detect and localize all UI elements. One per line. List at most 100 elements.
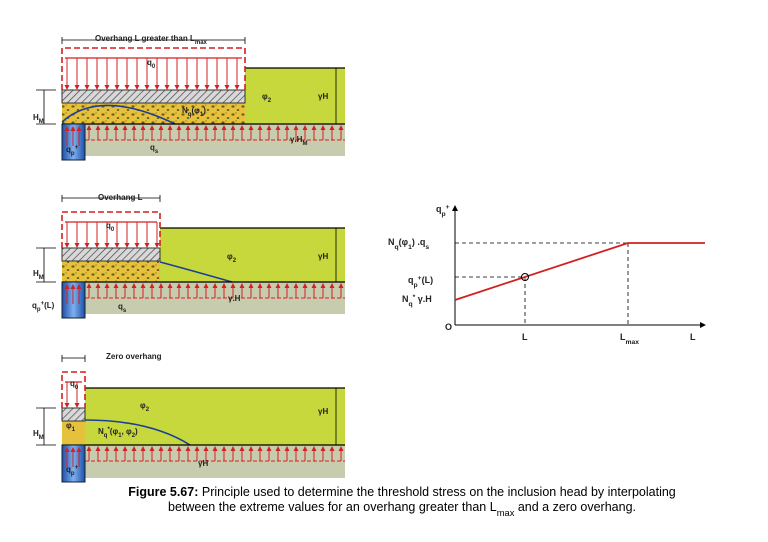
text-part: + [41,301,45,307]
hm-dimension [36,247,56,283]
text-part: H [33,429,39,438]
hm-dimension [36,407,56,446]
label: Lmax [620,332,639,346]
text-part: s [123,308,127,314]
text-part: γ.H [290,135,303,144]
text-part: (φ [110,427,119,436]
granular-layer [62,261,160,282]
text-part: and a zero overhang. [514,500,636,514]
text-part: 0 [152,64,156,70]
text-part: φ [140,401,146,410]
caption-line: Figure 5.67: Principle used to determine… [128,485,676,499]
text-part: H [33,269,39,278]
origin-label: O [445,322,452,332]
text-part: q [118,302,123,311]
load-box [61,47,246,90]
failure-curve [61,104,176,125]
hm-dimension [36,89,56,125]
failure-curve [84,419,191,446]
text-part: q [70,379,75,388]
text-part: M [39,119,44,125]
label: Nq*(φ1, φ2) [98,427,138,439]
text-part: q [66,145,71,154]
text-part: L [620,332,626,342]
text-part: q [188,112,192,118]
label: γH [318,92,328,101]
text-part: γ.H [415,294,432,304]
label: Nq(φ1) [182,106,206,118]
label: qp+(L) [408,275,433,289]
label: qp+ [66,145,79,157]
text-part: 2 [132,433,136,439]
text-part: H [33,113,39,122]
text-part: q [436,204,442,214]
interpolation-line [454,242,705,301]
label: HM [33,429,44,441]
overhang-bracket [61,37,246,44]
label: q0 [106,221,115,233]
axis-label: L [690,332,696,342]
text-part: q [408,275,414,285]
text-part: M [302,141,307,147]
text-part: p [71,471,75,477]
overhang-bracket [61,195,161,202]
text-part: q [395,244,399,251]
text-part: N [402,294,409,304]
text-part: * [107,427,110,433]
text-part: 2 [268,98,272,104]
text-part: p [442,211,446,218]
text-part: q [32,301,37,310]
text-part: s [425,244,429,251]
axis-label: qp+ [436,204,450,218]
h-dimension [330,387,342,446]
failure-curve [159,261,233,283]
text-part: ) .q [412,237,426,247]
text-part: 1 [408,244,412,251]
text-part: (L) [44,301,55,310]
text-part: (φ [191,106,200,115]
text-part: (φ [399,237,409,247]
text-part: γ.H [228,294,241,303]
label: q0 [147,58,156,70]
text-part: max [626,339,640,346]
text-part: max [497,508,515,518]
text-part: M [39,275,44,281]
granular-layer [62,421,85,445]
text-part: 0 [75,385,79,391]
text-part: + [418,275,422,282]
text-part: N [182,106,188,115]
caption-line: between the extreme values for an overha… [168,500,636,518]
soil-layer [245,68,345,124]
text-part: 1 [200,112,204,118]
label: φ1 [66,421,76,433]
text-part: L [690,332,696,342]
text-part: s [155,149,159,155]
soil-layer [160,228,345,282]
slab [61,89,246,104]
drawings [36,37,706,483]
label: φ2 [262,92,272,104]
text-part: q [66,465,71,474]
text-part: p [414,282,418,289]
label: γ.H [228,294,241,303]
label: qs [118,302,127,314]
text-part: p [71,151,75,157]
text-part: γH [318,252,328,261]
label: γH [318,407,328,416]
text-part: (L) [422,275,434,285]
text-part: 0 [111,227,115,233]
label: qp+ [66,465,79,477]
label: γ.HM [290,135,307,147]
text-part: φ [227,252,233,261]
label: γH [318,252,328,261]
text-part: + [75,145,79,151]
text-part: N [98,427,104,436]
text-part: , φ [122,427,132,436]
heading: Overhang L [98,193,143,202]
label: q0 [70,379,79,391]
text-part: q [147,58,152,67]
slab [61,247,161,262]
text-part: M [39,435,44,441]
text-part: q [104,433,108,439]
